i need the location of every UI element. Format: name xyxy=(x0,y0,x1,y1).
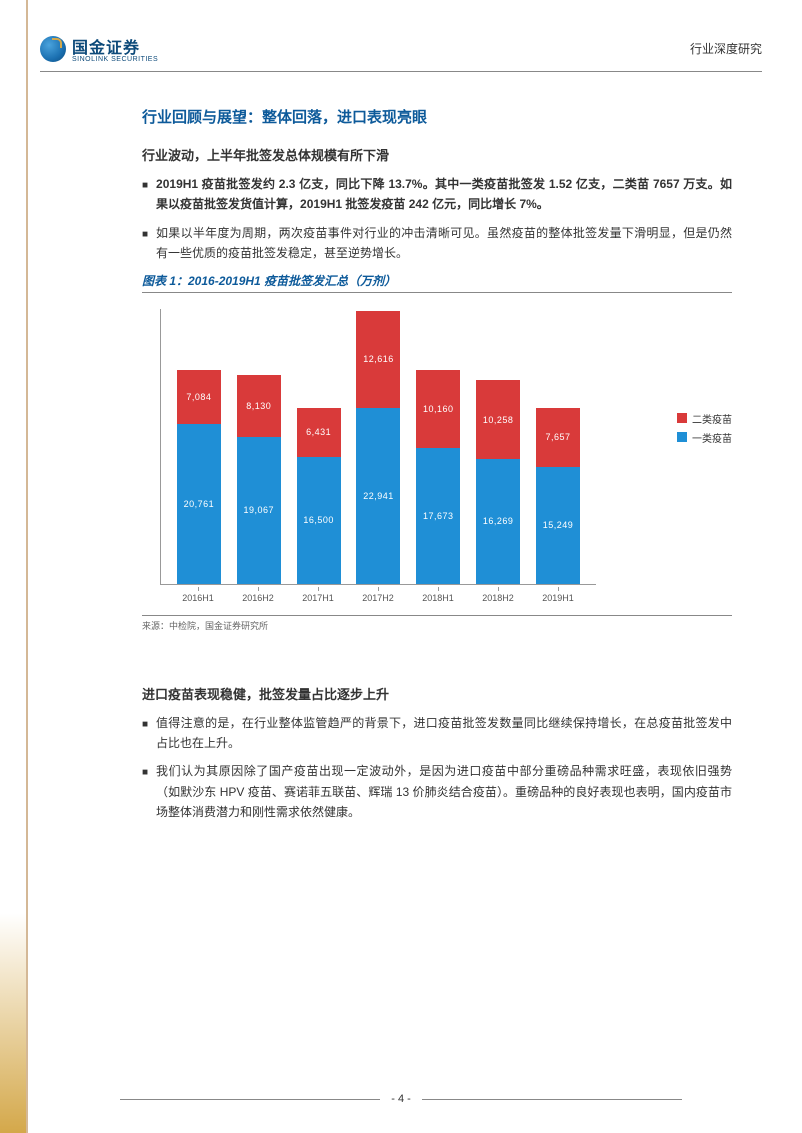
header-right-text: 行业深度研究 xyxy=(690,40,762,57)
logo-text-cn: 国金证券 xyxy=(72,34,158,58)
footer-line-decoration xyxy=(422,1099,682,1100)
bar-value-label: 16,500 xyxy=(303,515,334,525)
section-subtitle: 进口疫苗表现稳健，批签发量占比逐步上升 xyxy=(142,684,732,703)
section-title: 行业回顾与展望：整体回落，进口表现亮眼 xyxy=(142,106,732,127)
x-axis-label: 2017H1 xyxy=(296,587,340,603)
bullet-text: 2019H1 疫苗批签发约 2.3 亿支，同比下降 13.7%。其中一类疫苗批签… xyxy=(156,174,732,215)
bar-segment-series2: 7,084 xyxy=(177,370,221,424)
bar-segment-series1: 19,067 xyxy=(237,437,281,583)
legend-item: 二类疫苗 xyxy=(677,411,732,426)
chart-legend: 二类疫苗 一类疫苗 xyxy=(677,411,732,449)
logo-text: 国金证券 SINOLINK SECURITIES xyxy=(72,34,158,63)
bullet-item: ■ 2019H1 疫苗批签发约 2.3 亿支，同比下降 13.7%。其中一类疫苗… xyxy=(142,174,732,215)
legend-item: 一类疫苗 xyxy=(677,430,732,445)
bar-segment-series1: 16,500 xyxy=(297,457,341,584)
bullet-marker-icon: ■ xyxy=(142,716,148,754)
bar-column: 10,160 17,673 xyxy=(416,309,460,584)
bar-segment-series2: 12,616 xyxy=(356,311,400,408)
stacked-bar-chart: 7,084 20,761 8,130 19,067 6,431 16,500 12,616 2… xyxy=(142,301,732,611)
bar-column: 7,084 20,761 xyxy=(177,309,221,584)
x-axis-labels: 2016H1 2016H2 2017H1 2017H2 2018H1 2018H2 2019… xyxy=(160,587,596,603)
bar-segment-series1: 17,673 xyxy=(416,448,460,583)
chart-source: 来源：中检院，国金证券研究所 xyxy=(142,615,732,632)
bar-value-label: 6,431 xyxy=(306,427,331,437)
bullet-marker-icon: ■ xyxy=(142,764,148,822)
bar-value-label: 22,941 xyxy=(363,491,394,501)
bar-value-label: 15,249 xyxy=(543,520,574,530)
logo-block: 国金证券 SINOLINK SECURITIES xyxy=(40,34,158,63)
bar-column: 10,258 16,269 xyxy=(476,309,520,584)
bar-segment-series2: 10,258 xyxy=(476,380,520,459)
bullet-item: ■ 如果以半年度为周期，两次疫苗事件对行业的冲击清晰可见。虽然疫苗的整体批签发量… xyxy=(142,223,732,264)
legend-swatch-series2 xyxy=(677,413,687,423)
bullet-marker-icon: ■ xyxy=(142,177,148,215)
bullet-text: 如果以半年度为周期，两次疫苗事件对行业的冲击清晰可见。虽然疫苗的整体批签发量下滑… xyxy=(156,223,732,264)
bullet-text: 值得注意的是，在行业整体监管趋严的背景下，进口疫苗批签发数量同比继续保持增长，在… xyxy=(156,713,732,754)
page-number: - 4 - xyxy=(391,1093,411,1105)
bullet-marker-icon: ■ xyxy=(142,226,148,264)
bar-segment-series2: 8,130 xyxy=(237,375,281,437)
legend-swatch-series1 xyxy=(677,432,687,442)
bar-value-label: 10,160 xyxy=(423,404,454,414)
logo-text-en: SINOLINK SECURITIES xyxy=(72,56,158,63)
bar-value-label: 12,616 xyxy=(363,354,394,364)
x-axis-label: 2019H1 xyxy=(536,587,580,603)
bar-segment-series1: 16,269 xyxy=(476,459,520,584)
section-2: 进口疫苗表现稳健，批签发量占比逐步上升 ■ 值得注意的是，在行业整体监管趋严的背… xyxy=(142,684,732,823)
bullet-text: 我们认为其原因除了国产疫苗出现一定波动外，是因为进口疫苗中部分重磅品种需求旺盛，… xyxy=(156,761,732,822)
bar-value-label: 8,130 xyxy=(246,401,271,411)
bar-value-label: 16,269 xyxy=(483,516,514,526)
bullet-item: ■ 我们认为其原因除了国产疫苗出现一定波动外，是因为进口疫苗中部分重磅品种需求旺… xyxy=(142,761,732,822)
bar-segment-series2: 7,657 xyxy=(536,408,580,467)
page-footer: - 4 - xyxy=(0,1093,802,1105)
page: 国金证券 SINOLINK SECURITIES 行业深度研究 行业回顾与展望：… xyxy=(0,0,802,1133)
bullet-item: ■ 值得注意的是，在行业整体监管趋严的背景下，进口疫苗批签发数量同比继续保持增长… xyxy=(142,713,732,754)
legend-label: 一类疫苗 xyxy=(692,430,732,445)
bar-area: 7,084 20,761 8,130 19,067 6,431 16,500 12,616 2… xyxy=(161,309,596,584)
bar-value-label: 7,084 xyxy=(186,392,211,402)
main-content: 行业回顾与展望：整体回落，进口表现亮眼 行业波动，上半年批签发总体规模有所下滑 … xyxy=(142,106,732,831)
x-axis-label: 2016H2 xyxy=(236,587,280,603)
bar-segment-series2: 6,431 xyxy=(297,408,341,457)
legend-label: 二类疫苗 xyxy=(692,411,732,426)
x-axis-label: 2018H2 xyxy=(476,587,520,603)
bar-value-label: 19,067 xyxy=(244,505,275,515)
bar-value-label: 17,673 xyxy=(423,511,454,521)
bar-segment-series1: 20,761 xyxy=(177,424,221,583)
x-axis-label: 2016H1 xyxy=(176,587,220,603)
page-header: 国金证券 SINOLINK SECURITIES 行业深度研究 xyxy=(40,32,762,72)
bar-column: 12,616 22,941 xyxy=(356,309,400,584)
chart-title: 图表 1：2016-2019H1 疫苗批签发汇总（万剂） xyxy=(142,272,732,293)
bar-column: 7,657 15,249 xyxy=(536,309,580,584)
bar-segment-series1: 15,249 xyxy=(536,467,580,584)
bar-value-label: 20,761 xyxy=(184,499,215,509)
section-subtitle: 行业波动，上半年批签发总体规模有所下滑 xyxy=(142,145,732,164)
x-axis-label: 2017H2 xyxy=(356,587,400,603)
bar-value-label: 10,258 xyxy=(483,415,514,425)
bar-column: 6,431 16,500 xyxy=(297,309,341,584)
chart-axes: 7,084 20,761 8,130 19,067 6,431 16,500 12,616 2… xyxy=(160,309,596,585)
bar-column: 8,130 19,067 xyxy=(237,309,281,584)
bar-segment-series2: 10,160 xyxy=(416,370,460,448)
footer-line-decoration xyxy=(120,1099,380,1100)
bar-segment-series1: 22,941 xyxy=(356,408,400,584)
x-axis-label: 2018H1 xyxy=(416,587,460,603)
bar-value-label: 7,657 xyxy=(545,432,570,442)
company-logo-icon xyxy=(40,36,66,62)
